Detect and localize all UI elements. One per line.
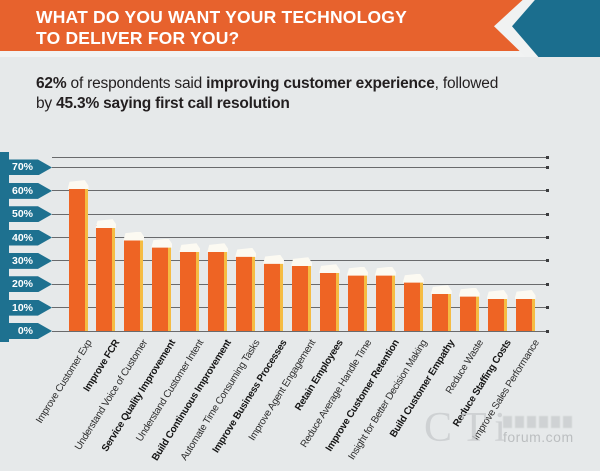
bar — [180, 249, 200, 331]
bar-side-highlight — [363, 272, 367, 331]
bar — [124, 237, 144, 331]
page-title-line1: WHAT DO YOU WANT YOUR TECHNOLOGY — [36, 7, 407, 27]
bar-side-highlight — [168, 244, 172, 331]
gridline — [52, 189, 549, 193]
header-banner — [0, 0, 523, 51]
key-finding-segment: of respondents said — [66, 75, 207, 92]
bar-body — [319, 270, 336, 331]
bar-body — [292, 263, 309, 331]
bar-side-highlight — [112, 225, 116, 331]
key-finding-segment: 62% — [36, 75, 67, 92]
page-title: WHAT DO YOU WANT YOUR TECHNOLOGY TO DELI… — [36, 7, 407, 50]
bar-top-cap — [458, 287, 480, 297]
page-title-line2: TO DELIVER FOR YOU? — [36, 28, 240, 49]
bar-top-cap — [67, 180, 89, 190]
bar-body — [515, 295, 532, 331]
y-axis-tick: 70% — [0, 159, 52, 176]
bar-body — [431, 291, 448, 331]
bar-top-cap — [346, 266, 368, 276]
bar-top-cap — [374, 266, 396, 276]
bar-side-highlight — [391, 272, 395, 331]
bar-body — [68, 186, 85, 331]
y-axis-tick: 60% — [0, 182, 52, 199]
bar — [292, 263, 312, 331]
bar-side-highlight — [475, 293, 479, 331]
bar-body — [459, 293, 476, 331]
bar — [236, 253, 256, 331]
bar-top-cap — [151, 238, 173, 248]
bar-top-cap — [318, 264, 340, 274]
bar — [68, 186, 88, 331]
bar-top-cap — [430, 285, 452, 295]
bar-side-highlight — [308, 263, 312, 331]
y-axis-tick: 50% — [0, 206, 52, 223]
y-axis-tick: 0% — [0, 323, 52, 339]
bar — [264, 260, 284, 331]
key-finding-segment: , followed by — [36, 75, 499, 113]
gridline — [52, 329, 549, 333]
bar-top-cap — [263, 254, 285, 264]
bar-body — [180, 249, 197, 331]
bar-top-cap — [291, 257, 313, 267]
bar — [96, 225, 116, 331]
bar-top-cap — [402, 273, 424, 283]
bar — [431, 291, 451, 331]
bar — [403, 279, 423, 331]
gridline — [52, 165, 549, 169]
y-axis-tick: 20% — [0, 276, 52, 293]
bar-body — [208, 249, 225, 331]
bar-side-highlight — [280, 260, 284, 331]
bar-side-highlight — [196, 249, 200, 331]
gridline — [52, 236, 549, 240]
key-finding-segment: improving customer experience — [206, 75, 435, 92]
bar-side-highlight — [503, 295, 507, 331]
bar-body — [96, 225, 113, 331]
gridline — [52, 212, 549, 216]
bar-side-highlight — [224, 249, 228, 331]
bar-top-cap — [95, 219, 117, 229]
watermark-cjk-block — [503, 416, 575, 428]
bar-side-highlight — [447, 291, 451, 331]
bar-top-cap — [123, 231, 145, 241]
bar — [208, 249, 228, 331]
header-underline — [0, 51, 600, 57]
bar-top-cap — [207, 243, 229, 253]
bar-top-cap — [235, 247, 257, 257]
bar-body — [487, 295, 504, 331]
bar-side-highlight — [140, 237, 144, 331]
bar-side-highlight — [252, 253, 256, 331]
key-finding-text: 62% of respondents said improving custom… — [36, 74, 516, 114]
bar-side-highlight — [531, 295, 535, 331]
bar-body — [347, 272, 364, 331]
bar-body — [403, 279, 420, 331]
bar-side-highlight — [419, 279, 423, 331]
bar-top-cap — [179, 243, 201, 253]
bar — [347, 272, 367, 331]
bar — [375, 272, 395, 331]
bar — [487, 295, 507, 331]
bar-top-cap — [486, 289, 508, 299]
bar-body — [236, 253, 253, 331]
y-axis-tick: 40% — [0, 229, 52, 246]
bar — [515, 295, 535, 331]
plot-top-border — [52, 156, 549, 159]
y-axis-tick: 30% — [0, 252, 52, 269]
bar-body — [152, 244, 169, 331]
bar-side-highlight — [335, 270, 339, 331]
bar-body — [375, 272, 392, 331]
bar — [152, 244, 172, 331]
bar-top-cap — [514, 289, 536, 299]
bar — [319, 270, 339, 331]
bar-side-highlight — [84, 186, 88, 331]
key-finding-segment: 45.3% saying first call resolution — [56, 95, 290, 113]
bar-body — [264, 260, 281, 331]
watermark-logo: CTi — [424, 405, 515, 451]
bar-body — [124, 237, 141, 331]
y-axis-tick: 10% — [0, 299, 52, 316]
watermark-site: forum.com — [503, 429, 574, 445]
y-axis-strip — [0, 152, 9, 342]
bar — [459, 293, 479, 331]
